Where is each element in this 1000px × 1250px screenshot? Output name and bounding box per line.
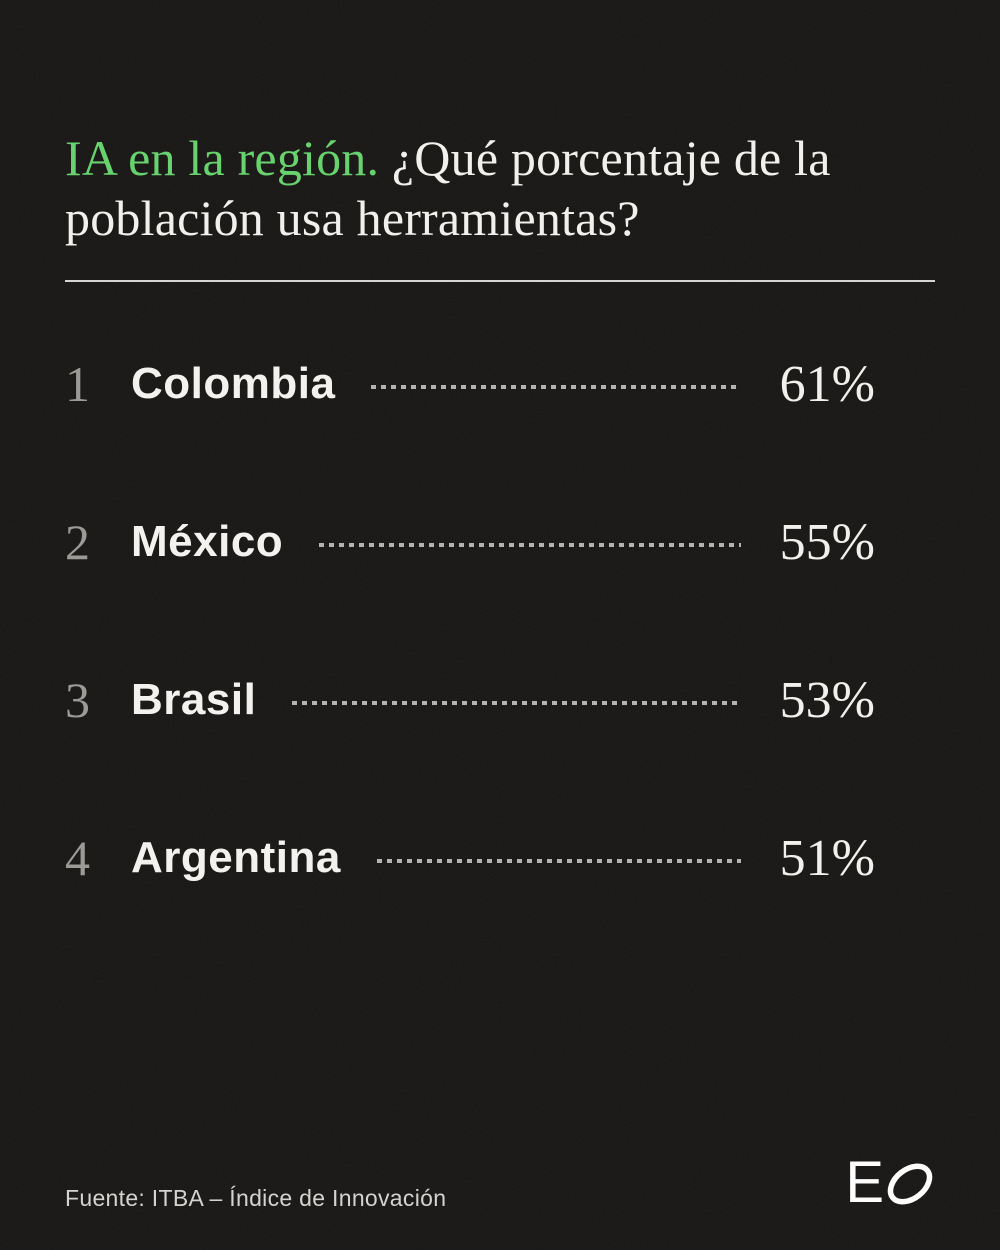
rank-number: 1	[65, 356, 90, 412]
eo-logo: E	[845, 1154, 935, 1212]
percentage-value: 51%	[779, 829, 875, 887]
dotted-leader-line	[376, 859, 741, 863]
footer: Fuente: ITBA – Índice de Innovación E	[65, 1154, 935, 1212]
title-divider	[65, 280, 935, 282]
percentage-value: 53%	[779, 671, 875, 729]
rank-number: 4	[65, 830, 90, 886]
country-label: México	[131, 517, 284, 566]
ranking-row-colombia: 1 Colombia 61%	[65, 348, 875, 420]
dotted-leader-line	[371, 385, 741, 389]
ranking-list: 1 Colombia 61% 2 México 55% 3 Brasil 53%…	[65, 348, 935, 894]
rank-number: 3	[65, 672, 90, 728]
page-title: IA en la región. ¿Qué porcentaje de la p…	[65, 128, 935, 248]
percentage-value: 55%	[779, 513, 875, 571]
country-label: Argentina	[131, 833, 341, 882]
ranking-row-brasil: 3 Brasil 53%	[65, 664, 875, 736]
ranking-row-argentina: 4 Argentina 51%	[65, 822, 875, 894]
dotted-leader-line	[292, 701, 741, 705]
ranking-row-mexico: 2 México 55%	[65, 506, 875, 578]
page-title-highlight: IA en la región.	[65, 130, 380, 186]
country-label: Colombia	[131, 359, 336, 408]
dotted-leader-line	[319, 543, 741, 547]
eo-logo-oblique-o-icon	[885, 1157, 935, 1209]
rank-number: 2	[65, 514, 90, 570]
percentage-value: 61%	[779, 355, 875, 413]
country-label: Brasil	[131, 675, 257, 724]
eo-logo-letter-e: E	[845, 1150, 884, 1215]
source-credit: Fuente: ITBA – Índice de Innovación	[65, 1185, 447, 1211]
